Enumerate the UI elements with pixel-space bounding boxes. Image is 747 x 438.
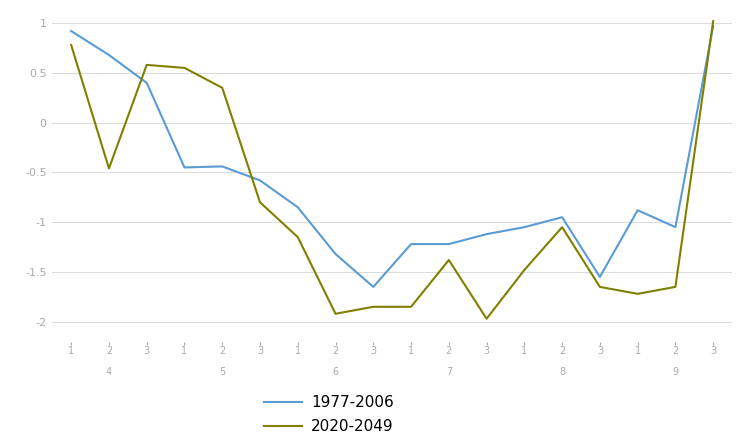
2020-2049: [482, 316, 491, 321]
1977-2006: [482, 232, 491, 237]
1977-2006: [444, 241, 453, 247]
1977-2006: [217, 164, 226, 169]
2020-2049: [142, 62, 151, 67]
1977-2006: [406, 241, 415, 247]
Text: 5: 5: [219, 367, 226, 377]
2020-2049: [105, 166, 114, 171]
2020-2049: [709, 18, 718, 24]
1977-2006: [709, 24, 718, 29]
2020-2049: [369, 304, 378, 309]
1977-2006: [557, 215, 566, 220]
2020-2049: [217, 85, 226, 90]
Line: 2020-2049: 2020-2049: [71, 21, 713, 319]
Text: 6: 6: [332, 367, 338, 377]
2020-2049: [66, 42, 75, 48]
1977-2006: [520, 225, 529, 230]
2020-2049: [255, 200, 264, 205]
2020-2049: [180, 65, 189, 71]
Text: 7: 7: [446, 367, 452, 377]
2020-2049: [294, 234, 303, 240]
2020-2049: [520, 267, 529, 272]
2020-2049: [444, 258, 453, 263]
1977-2006: [66, 28, 75, 34]
2020-2049: [633, 291, 642, 297]
1977-2006: [294, 205, 303, 210]
1977-2006: [331, 251, 340, 257]
Line: 1977-2006: 1977-2006: [71, 26, 713, 287]
1977-2006: [369, 284, 378, 290]
2020-2049: [671, 284, 680, 290]
1977-2006: [142, 80, 151, 85]
Legend: 1977-2006, 2020-2049: 1977-2006, 2020-2049: [264, 395, 394, 434]
1977-2006: [180, 165, 189, 170]
Text: 4: 4: [106, 367, 112, 377]
Text: 9: 9: [672, 367, 678, 377]
1977-2006: [595, 274, 604, 279]
2020-2049: [595, 284, 604, 290]
1977-2006: [633, 208, 642, 213]
1977-2006: [671, 225, 680, 230]
2020-2049: [406, 304, 415, 309]
1977-2006: [255, 178, 264, 183]
Text: 8: 8: [559, 367, 565, 377]
2020-2049: [331, 311, 340, 316]
1977-2006: [105, 52, 114, 57]
2020-2049: [557, 225, 566, 230]
